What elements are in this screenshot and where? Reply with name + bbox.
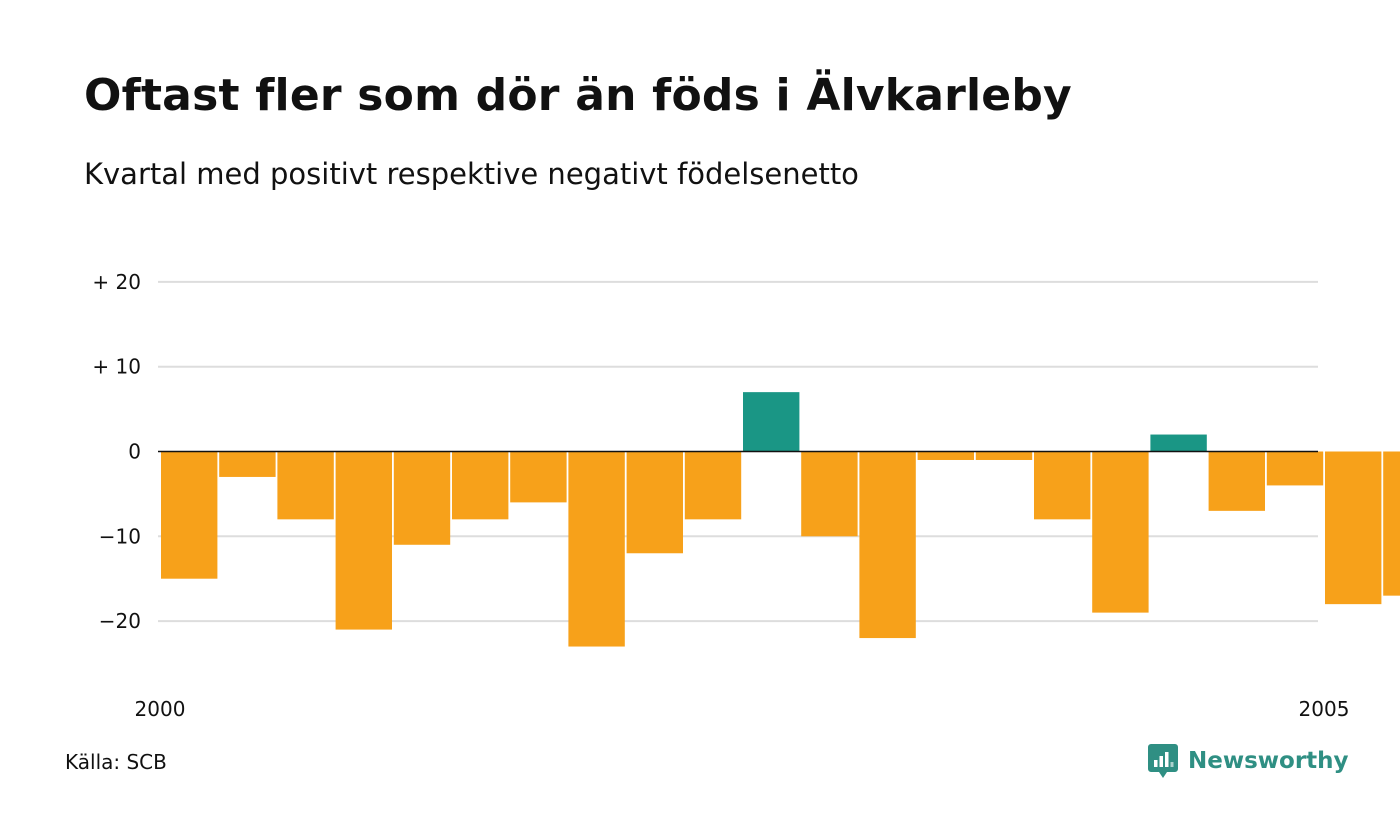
chart-title: Oftast fler som dör än föds i Älvkarleby xyxy=(84,70,1072,121)
bar-negative xyxy=(1092,451,1149,613)
y-tick-label: + 20 xyxy=(92,270,141,294)
bar-negative xyxy=(1383,451,1400,596)
brand-name: Newsworthy xyxy=(1188,748,1349,774)
bar-negative xyxy=(219,451,276,477)
bar-negative xyxy=(161,451,218,579)
bar-positive xyxy=(743,392,800,452)
bar-negative xyxy=(452,451,509,520)
bar-positive xyxy=(1150,434,1207,452)
newsworthy-chart-bubble-icon xyxy=(1148,744,1178,778)
x-tick-label: 2000 xyxy=(135,697,186,721)
x-tick-label: 2005 xyxy=(1299,697,1350,721)
bar-negative xyxy=(393,451,451,545)
brand-logo: Newsworthy xyxy=(1148,744,1349,778)
source-note: Källa: SCB xyxy=(65,750,167,774)
bar-negative xyxy=(510,451,567,503)
y-tick-label: −10 xyxy=(99,524,141,548)
y-tick-label: 0 xyxy=(128,440,141,464)
bar-negative xyxy=(1325,451,1382,605)
chart-subtitle: Kvartal med positivt respektive negativt… xyxy=(84,157,859,191)
bar-negative xyxy=(335,451,392,630)
bar-negative xyxy=(801,451,858,537)
bar-negative xyxy=(1208,451,1265,511)
y-tick-label: −20 xyxy=(99,609,141,633)
bar-negative xyxy=(1034,451,1091,520)
y-tick-label: + 10 xyxy=(92,355,141,379)
bar-negative xyxy=(626,451,683,554)
bar-negative xyxy=(277,451,334,520)
bar-negative xyxy=(1266,451,1324,486)
bar-negative xyxy=(684,451,742,520)
bar-negative xyxy=(859,451,916,639)
bar-negative xyxy=(975,451,1033,460)
bar-negative xyxy=(568,451,625,647)
bar-negative xyxy=(917,451,974,460)
